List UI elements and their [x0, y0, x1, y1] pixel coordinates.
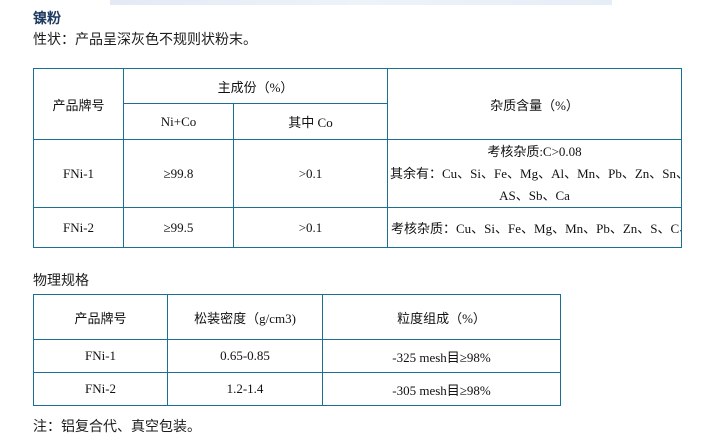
header-main-components: 主成份（%） — [123, 68, 388, 104]
table-row: FNi-2 ≥99.5 >0.1 考核杂质：Cu、Si、Fe、Mg、Mn、Pb、… — [33, 207, 682, 248]
cell-co-fni1: >0.1 — [233, 139, 388, 208]
composition-table: 产品牌号 主成份（%） 杂质含量（%） Ni+Co 其中 Co FNi-1 ≥9… — [33, 68, 682, 248]
section-title-physical-specs: 物理规格 — [33, 274, 89, 289]
top-edge-bar — [110, 0, 612, 5]
cell-product-fni2: FNi-2 — [33, 207, 124, 248]
cell2-product-fni1: FNi-1 — [33, 339, 168, 373]
cell-nico-fni1: ≥99.8 — [123, 139, 234, 208]
table-row: FNi-1 0.65-0.85 -325 mesh目≥98% — [33, 339, 561, 373]
table-row: FNi-1 ≥99.8 >0.1 考核杂质:C>0.08 其余有：Cu、Si、F… — [33, 139, 682, 208]
header-impurity-content: 杂质含量（%） — [387, 68, 682, 140]
impurity-line-2: 其余有：Cu、Si、Fe、Mg、Al、Mn、Pb、Zn、Sn、S、 — [390, 165, 682, 181]
page-title: 镍粉 — [33, 12, 61, 27]
cell2-particle-fni1: -325 mesh目≥98% — [322, 339, 561, 373]
header-product-brand: 产品牌号 — [33, 68, 124, 140]
product-description: 性状：产品呈深灰色不规则状粉末。 — [33, 33, 257, 48]
header-of-which-co: 其中 Co — [233, 103, 388, 140]
cell2-particle-fni2: -305 mesh目≥98% — [322, 372, 561, 406]
cell2-product-fni2: FNi-2 — [33, 372, 168, 406]
impurity-line-1: 考核杂质:C>0.08 — [487, 143, 582, 159]
physical-specs-table: 产品牌号 松装密度（g/cm3) 粒度组成（%） FNi-1 0.65-0.85… — [33, 294, 561, 406]
header-particle-size: 粒度组成（%） — [322, 294, 561, 340]
cell-co-fni2: >0.1 — [233, 207, 388, 248]
cell-impurity-fni2: 考核杂质：Cu、Si、Fe、Mg、Mn、Pb、Zn、S、C、Ca — [387, 207, 682, 248]
cell2-density-fni2: 1.2-1.4 — [167, 372, 323, 406]
table-row: FNi-2 1.2-1.4 -305 mesh目≥98% — [33, 372, 561, 406]
cell-product-fni1: FNi-1 — [33, 139, 124, 208]
header-ni-co: Ni+Co — [123, 103, 234, 140]
impurity-line-3: AS、Sb、Ca — [499, 187, 570, 203]
cell-nico-fni2: ≥99.5 — [123, 207, 234, 248]
header-product-brand-2: 产品牌号 — [33, 294, 168, 340]
cell2-density-fni1: 0.65-0.85 — [167, 339, 323, 373]
packaging-note: 注：铝复合代、真空包装。 — [33, 420, 201, 435]
header-bulk-density: 松装密度（g/cm3) — [167, 294, 323, 340]
cell-impurity-fni1: 考核杂质:C>0.08 其余有：Cu、Si、Fe、Mg、Al、Mn、Pb、Zn、… — [387, 139, 682, 208]
